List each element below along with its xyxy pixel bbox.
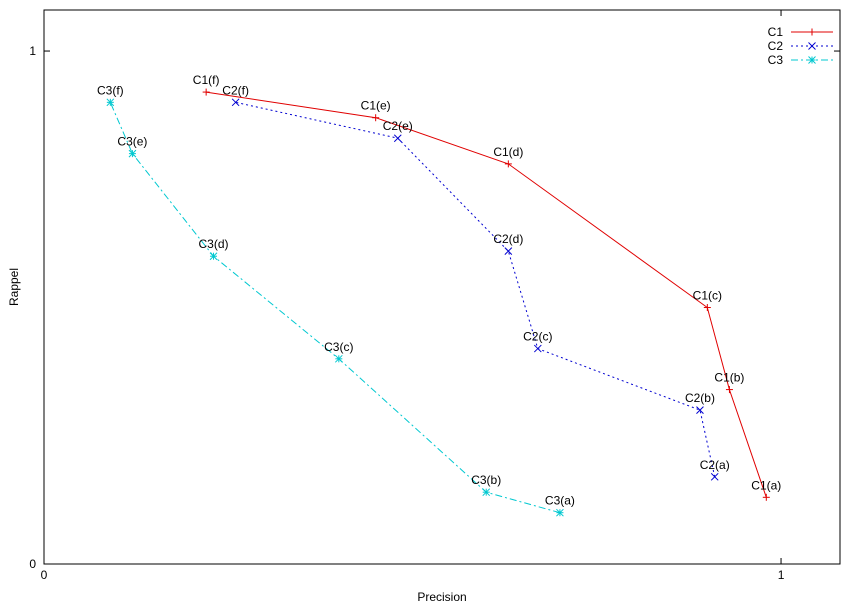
legend-label: C2 bbox=[768, 39, 784, 53]
point-label: C2(b) bbox=[685, 391, 715, 405]
series-layer: C1(a) C1(b) C1(c) C1(d) C1(e) C1(f) C2(a) C2(b)… bbox=[97, 73, 781, 517]
data-point-marker bbox=[703, 304, 711, 312]
series-c3: C3(a) C3(b) C3(c) C3(d) C3(e) C3(f) bbox=[97, 83, 575, 517]
data-point-marker bbox=[128, 149, 137, 158]
axis-ticks: 0 1 0 1 bbox=[29, 10, 840, 582]
data-point-marker bbox=[710, 472, 719, 481]
y-axis-label: Rappel bbox=[7, 268, 21, 306]
x-axis-label: Precision bbox=[417, 590, 466, 604]
data-point-marker bbox=[372, 114, 380, 122]
point-label: C3(d) bbox=[199, 237, 229, 251]
data-point-marker bbox=[696, 406, 704, 414]
point-label: C3(f) bbox=[97, 83, 124, 97]
plot-frame bbox=[43, 9, 841, 565]
data-point-marker bbox=[106, 98, 115, 107]
data-point-marker bbox=[556, 508, 564, 517]
point-label: C2(a) bbox=[700, 458, 730, 472]
data-point-marker bbox=[808, 28, 816, 36]
data-point-marker bbox=[202, 88, 210, 96]
data-point-marker bbox=[334, 354, 343, 363]
y-tick-label: 1 bbox=[29, 44, 36, 58]
point-label: C1(a) bbox=[751, 478, 781, 492]
point-label: C1(e) bbox=[361, 99, 391, 113]
y-tick-label: 0 bbox=[29, 557, 36, 571]
point-label: C2(c) bbox=[523, 330, 552, 344]
series-c2: C2(a) C2(b) C2(c) C2(d) C2(e) C2(f) bbox=[222, 83, 730, 481]
x-tick-label: 1 bbox=[778, 568, 785, 582]
point-label: C2(f) bbox=[222, 83, 249, 97]
point-label: C3(b) bbox=[471, 473, 501, 487]
point-label: C1(f) bbox=[193, 73, 220, 87]
point-label: C2(d) bbox=[493, 232, 523, 246]
data-point-marker bbox=[231, 98, 240, 107]
series-line bbox=[235, 101, 716, 477]
point-label: C2(e) bbox=[383, 119, 413, 133]
data-point-marker bbox=[504, 160, 512, 168]
data-point-marker bbox=[209, 252, 218, 261]
point-label: C1(b) bbox=[714, 371, 744, 385]
series-c1: C1(a) C1(b) C1(c) C1(d) C1(e) C1(f) bbox=[193, 73, 781, 501]
data-point-marker bbox=[504, 247, 513, 255]
legend-label: C1 bbox=[768, 25, 784, 39]
legend-label: C3 bbox=[768, 53, 784, 67]
series-line bbox=[109, 102, 561, 514]
data-point-marker bbox=[482, 488, 491, 497]
point-label: C1(d) bbox=[493, 145, 523, 159]
point-label: C1(c) bbox=[693, 289, 722, 303]
data-point-marker bbox=[725, 386, 733, 394]
point-label: C3(e) bbox=[117, 135, 147, 149]
series-line bbox=[206, 91, 767, 498]
data-point-marker bbox=[808, 56, 816, 64]
x-tick-label: 0 bbox=[41, 568, 48, 582]
point-label: C3(a) bbox=[545, 494, 575, 508]
data-point-marker bbox=[393, 134, 402, 143]
point-label: C3(c) bbox=[324, 340, 353, 354]
data-point-marker bbox=[762, 493, 770, 501]
data-point-marker bbox=[808, 42, 816, 50]
data-point-marker bbox=[533, 344, 542, 353]
